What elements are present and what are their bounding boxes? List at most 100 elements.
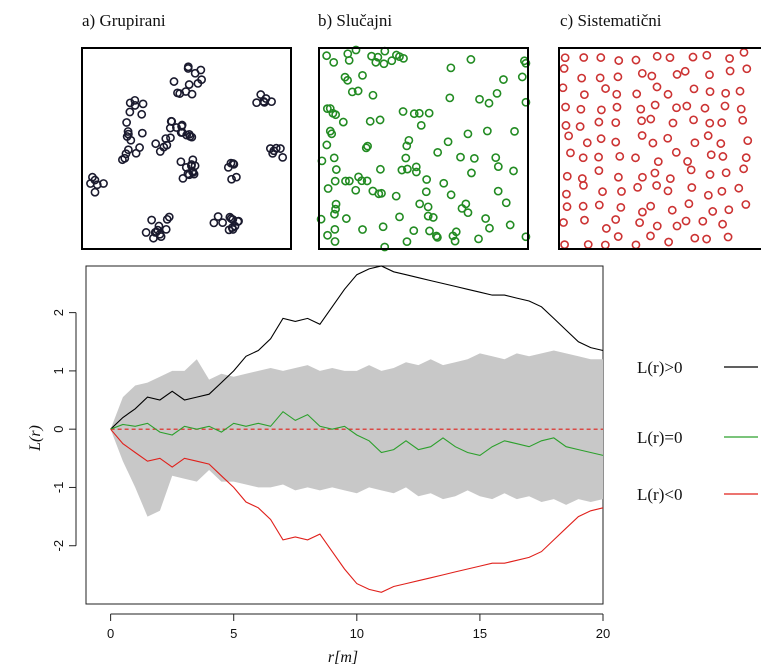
point-marker (155, 147, 165, 156)
point-marker (409, 226, 419, 236)
point-marker (493, 162, 503, 171)
point-marker (398, 107, 408, 116)
point-marker (446, 63, 456, 73)
point-marker (743, 136, 753, 146)
point-marker (164, 212, 174, 222)
point-marker (150, 227, 160, 237)
point-marker (467, 168, 476, 178)
point-marker (353, 86, 363, 96)
point-marker (594, 166, 604, 176)
point-marker (162, 140, 172, 150)
point-marker (330, 176, 340, 186)
point-marker (228, 159, 238, 168)
point-marker (716, 139, 726, 148)
point-marker (391, 191, 401, 201)
point-marker (322, 140, 332, 150)
point-marker (579, 53, 589, 62)
x-tick-label: 5 (230, 626, 237, 641)
point-marker (325, 126, 335, 136)
point-marker (646, 114, 656, 124)
point-marker (344, 176, 354, 186)
point-marker (687, 183, 697, 192)
point-marker (344, 55, 354, 65)
point-markers (558, 47, 753, 250)
point-marker (227, 174, 236, 184)
point-marker (428, 213, 438, 222)
point-marker (414, 108, 424, 118)
x-tick-label: 10 (350, 626, 364, 641)
random-pattern-panel (316, 45, 531, 252)
point-marker (371, 57, 381, 67)
point-marker (316, 214, 326, 224)
point-marker (156, 232, 166, 241)
point-marker (600, 240, 610, 250)
point-marker (330, 224, 340, 234)
point-marker (141, 228, 151, 237)
point-marker (635, 218, 645, 228)
point-marker (446, 190, 456, 200)
series-line-positive (110, 265, 604, 430)
point-marker (130, 95, 140, 105)
point-marker (423, 211, 433, 221)
point-marker (269, 146, 279, 156)
point-marker (665, 174, 675, 184)
point-marker (484, 98, 494, 108)
point-marker (122, 118, 132, 127)
x-tick-label: 15 (473, 626, 487, 641)
panel-title-systematic: c) Sistematični (560, 11, 662, 30)
point-marker (521, 97, 531, 107)
point-marker (616, 202, 626, 212)
legend-label-positive: L(r)>0 (637, 358, 682, 377)
x-tick-label: 0 (107, 626, 114, 641)
point-marker (702, 50, 712, 60)
point-marker (445, 93, 455, 103)
point-marker (665, 53, 675, 63)
point-markers (86, 62, 288, 243)
point-marker (598, 187, 607, 197)
point-marker (611, 137, 621, 147)
point-marker (650, 100, 660, 110)
point-marker (561, 102, 570, 112)
point-marker (443, 137, 453, 147)
point-marker (646, 231, 655, 241)
point-marker (166, 133, 175, 143)
point-marker (374, 189, 384, 199)
point-marker (648, 138, 658, 148)
point-marker (177, 120, 187, 130)
point-marker (387, 56, 397, 66)
point-marker (582, 138, 592, 148)
point-marker (218, 218, 228, 228)
point-marker (376, 164, 385, 174)
point-marker (433, 147, 443, 157)
x-tick-label: 20 (596, 626, 610, 641)
point-marker (424, 108, 434, 118)
point-marker (278, 152, 288, 162)
point-marker (612, 89, 622, 99)
point-marker (439, 178, 449, 188)
point-marker (594, 117, 604, 127)
panel-title-clustered: a) Grupirani (82, 11, 166, 30)
point-marker (684, 199, 694, 209)
point-marker (611, 118, 621, 127)
point-marker (361, 143, 371, 153)
point-marker (357, 176, 367, 186)
point-marker (725, 54, 734, 63)
point-marker (612, 102, 622, 112)
point-marker (601, 224, 611, 233)
point-marker (165, 123, 175, 133)
point-marker (456, 152, 465, 162)
point-marker (409, 109, 419, 119)
point-marker (510, 126, 519, 136)
point-marker (631, 153, 640, 163)
point-marker (131, 148, 141, 158)
point-marker (461, 199, 471, 209)
point-marker (672, 221, 682, 231)
y-tick-label: 0 (51, 426, 66, 433)
point-marker (521, 232, 531, 242)
point-marker (614, 56, 624, 65)
point-marker (330, 237, 340, 246)
series-line-negative (110, 428, 604, 593)
point-marker (380, 242, 390, 252)
point-marker (613, 72, 623, 82)
point-marker (576, 104, 586, 114)
